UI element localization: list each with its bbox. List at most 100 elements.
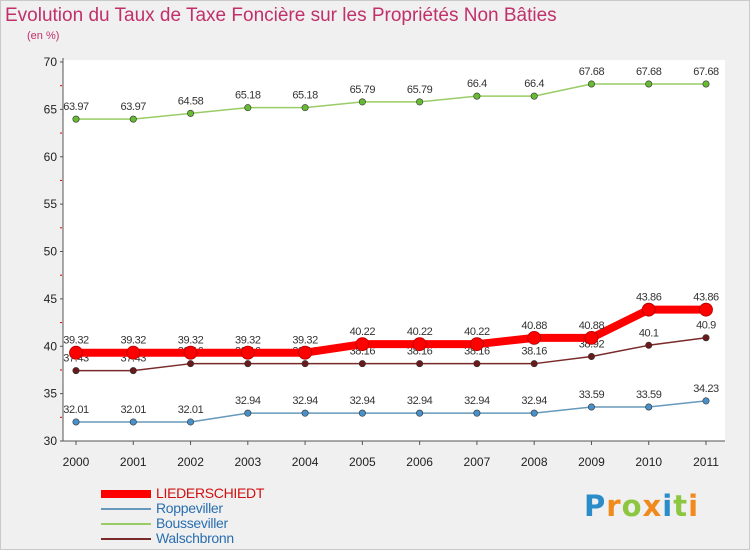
data-point-roppeviller (129, 418, 137, 426)
data-label-liederschiedt: 39.32 (235, 335, 261, 347)
x-tick-label: 2007 (464, 455, 491, 469)
chart-title: Evolution du Taux de Taxe Foncière sur l… (5, 5, 557, 26)
data-label-roppeviller: 32.94 (407, 395, 433, 407)
data-point-roppeviller (702, 397, 710, 405)
data-label-bousseviller: 67.68 (693, 66, 719, 78)
series-line-liederschiedt (76, 305, 706, 357)
data-label-roppeviller: 32.01 (121, 404, 147, 416)
data-point-bousseviller (702, 80, 710, 88)
data-point-roppeviller (358, 409, 366, 417)
y-tick-label: 45 (44, 292, 58, 306)
data-label-liederschiedt: 39.32 (121, 335, 147, 347)
data-point-liederschiedt (641, 302, 656, 317)
data-point-bousseviller (530, 92, 538, 100)
legend-swatch-bousseviller (101, 523, 151, 525)
data-label-roppeviller: 33.59 (579, 389, 605, 401)
x-tick-label: 2000 (63, 455, 90, 469)
legend-label-bousseviller: Bousseviller (156, 515, 228, 531)
data-point-liederschiedt (126, 345, 141, 360)
y-tick-label: 40 (44, 339, 58, 353)
data-label-liederschiedt: 40.22 (407, 326, 433, 338)
y-tick-label: 65 (44, 102, 58, 116)
data-point-liederschiedt (183, 345, 198, 360)
data-label-roppeviller: 32.94 (521, 395, 547, 407)
data-point-roppeviller (587, 403, 595, 411)
data-point-liederschiedt (69, 345, 83, 360)
data-label-liederschiedt: 43.86 (636, 292, 662, 304)
data-point-roppeviller (187, 418, 195, 426)
legend-swatch-roppeviller (101, 508, 151, 510)
data-point-walschbronn (244, 360, 252, 368)
data-point-bousseviller (416, 98, 424, 106)
data-label-roppeviller: 32.94 (464, 395, 490, 407)
data-point-walschbronn (358, 360, 366, 368)
data-point-walschbronn (72, 367, 80, 375)
data-point-liederschiedt (699, 302, 713, 317)
data-point-roppeviller (301, 409, 309, 417)
x-tick-label: 2010 (635, 455, 662, 469)
data-point-bousseviller (301, 104, 309, 112)
data-point-bousseviller (72, 115, 80, 123)
data-point-liederschiedt (584, 331, 599, 345)
legend-label-walschbronn: Walschbronn (156, 530, 234, 546)
data-point-roppeviller (530, 409, 538, 417)
data-point-walschbronn (530, 360, 538, 368)
data-label-bousseviller: 66.4 (467, 78, 487, 90)
data-label-bousseviller: 63.97 (121, 101, 147, 113)
data-label-walschbronn: 40.1 (639, 327, 659, 339)
logo-letter: r (606, 489, 622, 523)
y-tick-label: 30 (44, 434, 58, 448)
y-axis-unit-label: (en %) (27, 30, 60, 42)
data-label-liederschiedt: 40.22 (464, 326, 490, 338)
data-label-roppeviller: 32.01 (63, 404, 89, 416)
data-label-walschbronn: 38.16 (464, 346, 490, 358)
data-label-bousseviller: 67.68 (579, 66, 605, 78)
data-point-liederschiedt (470, 337, 484, 352)
data-point-roppeviller (244, 409, 252, 417)
data-point-liederschiedt (355, 337, 370, 352)
data-label-walschbronn: 38.16 (407, 346, 433, 358)
series-line-walschbronn (76, 336, 707, 372)
data-point-roppeviller (72, 418, 80, 426)
x-tick-label: 2004 (292, 455, 319, 469)
data-point-walschbronn (187, 360, 195, 368)
data-point-bousseviller (129, 115, 137, 123)
x-tick-label: 2003 (234, 455, 261, 469)
x-tick-label: 2009 (578, 455, 605, 469)
y-tick-label: 50 (44, 245, 58, 259)
data-label-roppeviller: 33.59 (636, 389, 662, 401)
data-point-walschbronn (702, 334, 710, 342)
data-label-liederschiedt: 40.88 (579, 320, 605, 332)
series-line-roppeviller (76, 400, 707, 423)
data-label-walschbronn: 40.9 (696, 320, 716, 332)
data-label-roppeviller: 32.01 (178, 404, 204, 416)
y-tick-label: 70 (44, 55, 58, 69)
x-tick-label: 2002 (177, 455, 204, 469)
data-label-roppeviller: 32.94 (350, 395, 376, 407)
data-point-bousseviller (358, 98, 366, 106)
data-label-bousseviller: 63.97 (63, 101, 89, 113)
data-point-walschbronn (645, 341, 653, 349)
data-point-liederschiedt (240, 345, 255, 360)
data-label-liederschiedt: 39.32 (292, 335, 318, 347)
data-label-roppeviller: 32.94 (235, 395, 261, 407)
data-label-bousseviller: 67.68 (636, 66, 662, 78)
data-point-bousseviller (244, 104, 252, 112)
logo-letter: o (621, 489, 643, 523)
data-label-bousseviller: 65.79 (350, 84, 376, 96)
data-label-bousseviller: 65.79 (407, 84, 433, 96)
data-label-bousseviller: 65.18 (292, 90, 318, 102)
data-point-liederschiedt (527, 331, 542, 345)
x-tick-label: 2005 (349, 455, 376, 469)
legend-label-liederschiedt: LIEDERSCHIEDT (156, 485, 265, 501)
x-tick-label: 2001 (120, 455, 147, 469)
y-tick-label: 35 (44, 387, 58, 401)
data-point-bousseviller (187, 109, 195, 117)
data-point-roppeviller (416, 409, 424, 417)
y-tick-label: 55 (44, 197, 58, 211)
data-point-bousseviller (473, 92, 481, 100)
x-tick-label: 2008 (521, 455, 548, 469)
legend-label-roppeviller: Roppeviller (156, 500, 223, 516)
